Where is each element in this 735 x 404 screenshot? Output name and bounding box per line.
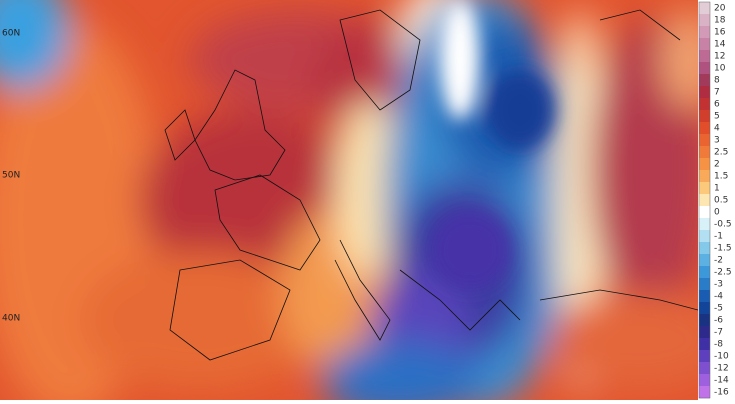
colorbar-swatch bbox=[699, 230, 710, 243]
colorbar-swatch bbox=[699, 278, 710, 291]
colorbar-label: -3 bbox=[714, 280, 723, 290]
colorbar-swatch bbox=[699, 338, 710, 351]
colorbar-swatch bbox=[699, 374, 710, 387]
colorbar-swatch bbox=[699, 26, 710, 39]
colorbar-swatch bbox=[699, 14, 710, 27]
colorbar-swatch bbox=[699, 134, 710, 147]
colorbar-swatch bbox=[699, 158, 710, 171]
colorbar-label: 16 bbox=[714, 28, 726, 38]
colorbar-swatch bbox=[699, 290, 710, 303]
colorbar-swatch bbox=[699, 86, 710, 99]
colorbar-label: -8 bbox=[714, 340, 723, 350]
lat-label: 50N bbox=[2, 171, 20, 181]
colorbar-swatch bbox=[699, 122, 710, 135]
colorbar-label: -2.5 bbox=[714, 268, 732, 278]
colorbar: 20 18 16 14 12 10 8 7 6 5 4 3 2.5 2 1.5 1 0.5 0 -0.5 -1 -1.5… bbox=[698, 0, 735, 400]
colorbar-swatch bbox=[699, 362, 710, 375]
colorbar-border bbox=[698, 1, 711, 399]
colorbar-label: -1.5 bbox=[714, 244, 732, 254]
colorbar-label: 0.5 bbox=[714, 196, 728, 206]
colorbar-swatch bbox=[699, 50, 710, 63]
colorbar-label: -4 bbox=[714, 292, 723, 302]
colorbar-swatch bbox=[699, 206, 710, 219]
colorbar-label: 18 bbox=[714, 16, 726, 26]
colorbar-swatch bbox=[699, 110, 710, 123]
colorbar-swatch bbox=[699, 170, 710, 183]
colorbar-label: -10 bbox=[714, 352, 729, 362]
colorbar-label: -14 bbox=[714, 376, 729, 386]
colorbar-swatch bbox=[699, 182, 710, 195]
colorbar-label: 1 bbox=[714, 184, 720, 194]
colorbar-label: -12 bbox=[714, 364, 729, 374]
colorbar-swatch bbox=[699, 242, 710, 255]
coastlines bbox=[164, 9, 698, 361]
colorbar-swatch bbox=[699, 194, 710, 207]
colorbar-label: -16 bbox=[714, 388, 729, 398]
colorbar-swatch bbox=[699, 146, 710, 159]
colorbar-swatch bbox=[699, 314, 710, 327]
colorbar-label: 12 bbox=[714, 52, 725, 62]
colorbar-label: 10 bbox=[714, 64, 726, 74]
colorbar-label: 20 bbox=[714, 4, 726, 14]
colorbar-label: -1 bbox=[714, 232, 723, 242]
colorbar-label: 6 bbox=[714, 100, 720, 110]
colorbar-swatch bbox=[699, 218, 710, 231]
colorbar-label: 2 bbox=[714, 160, 720, 170]
colorbar-swatch bbox=[699, 74, 710, 87]
colorbar-label: -5 bbox=[714, 304, 723, 314]
colorbar-label: 3 bbox=[714, 136, 720, 146]
colorbar-label: 0 bbox=[714, 208, 720, 218]
colorbar-label: -2 bbox=[714, 256, 723, 266]
colorbar-swatch bbox=[699, 302, 710, 315]
colorbar-label: -0.5 bbox=[714, 220, 732, 230]
colorbar-swatch bbox=[699, 326, 710, 339]
colorbar-label: 4 bbox=[714, 124, 720, 134]
lat-label: 40N bbox=[2, 314, 20, 324]
colorbar-label: 5 bbox=[714, 112, 720, 122]
colorbar-swatch bbox=[699, 386, 710, 399]
colorbar-label: 2.5 bbox=[714, 148, 728, 158]
colorbar-label: -6 bbox=[714, 316, 723, 326]
colorbar-swatch bbox=[699, 98, 710, 111]
colorbar-swatch bbox=[699, 350, 710, 363]
colorbar-label: -7 bbox=[714, 328, 723, 338]
colorbar-label: 8 bbox=[714, 76, 720, 86]
colorbar-label: 7 bbox=[714, 88, 720, 98]
colorbar-swatch bbox=[699, 2, 710, 15]
colorbar-swatch bbox=[699, 254, 710, 267]
lat-label: 60N bbox=[2, 29, 20, 39]
colorbar-swatch bbox=[699, 266, 710, 279]
colorbar-label: 1.5 bbox=[714, 172, 728, 182]
colorbar-label: 14 bbox=[714, 40, 726, 50]
colorbar-swatch bbox=[699, 38, 710, 51]
colorbar-swatch bbox=[699, 62, 710, 75]
